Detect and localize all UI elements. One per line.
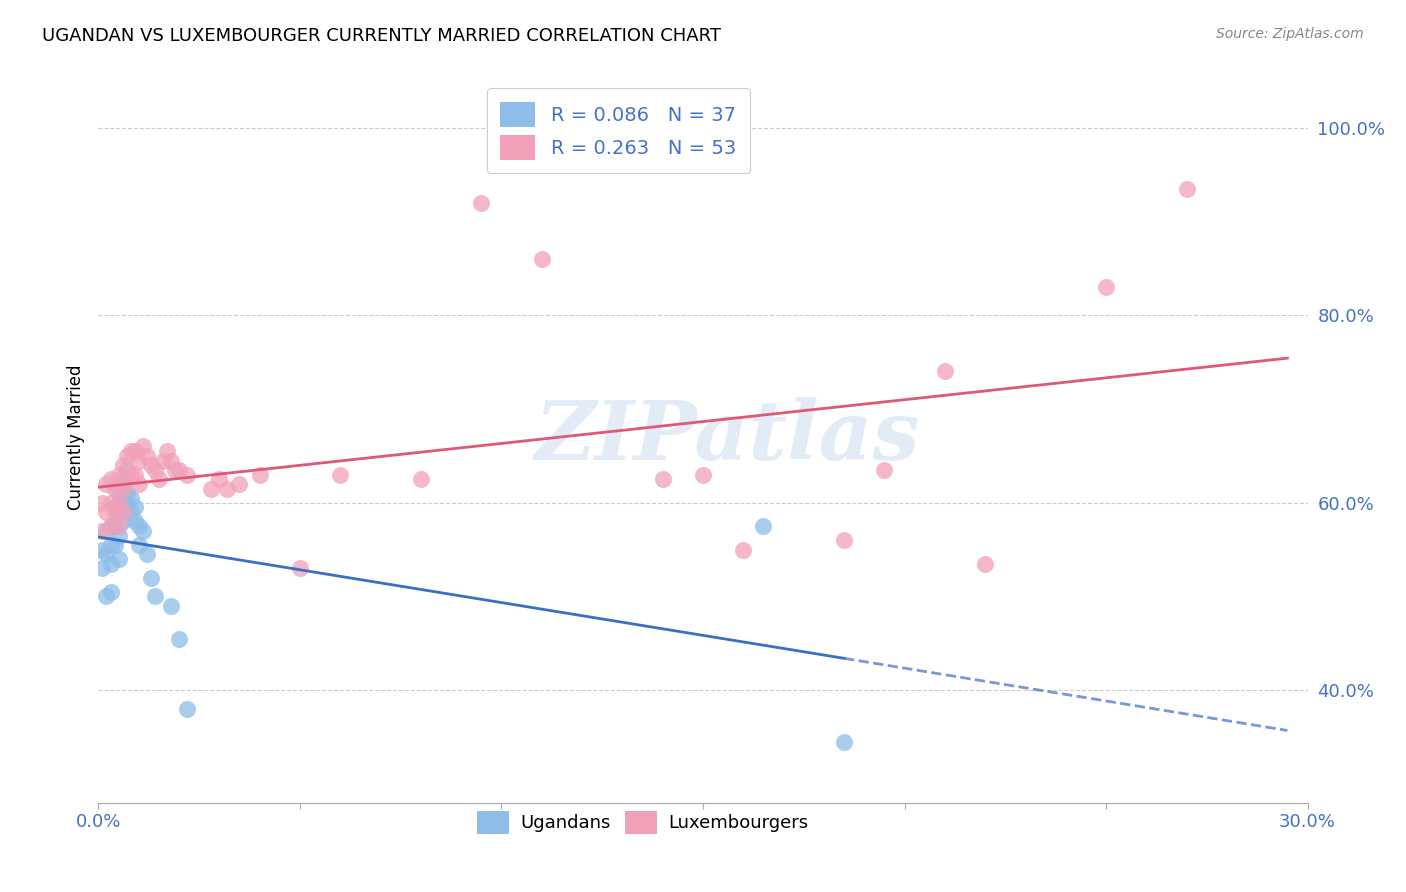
Point — [103, 519, 125, 533]
Point — [111, 472, 134, 486]
Point — [96, 547, 118, 561]
Point — [156, 444, 179, 458]
Point — [107, 486, 129, 500]
Point — [96, 590, 118, 604]
Point — [107, 505, 129, 519]
Point — [651, 472, 673, 486]
Point — [160, 599, 183, 613]
Point — [107, 496, 129, 510]
Point — [1095, 280, 1118, 294]
Point — [974, 557, 997, 571]
Y-axis label: Currently Married: Currently Married — [66, 364, 84, 510]
Point — [832, 735, 855, 749]
Point — [100, 496, 122, 510]
Point — [176, 702, 198, 716]
Point — [228, 477, 250, 491]
Point — [530, 252, 553, 266]
Point — [120, 505, 142, 519]
Point — [288, 561, 311, 575]
Point — [111, 491, 134, 505]
Point — [111, 458, 134, 473]
Point — [96, 477, 118, 491]
Point — [124, 515, 146, 529]
Point — [135, 449, 157, 463]
Point — [107, 467, 129, 482]
Point — [91, 496, 114, 510]
Text: UGANDAN VS LUXEMBOURGER CURRENTLY MARRIED CORRELATION CHART: UGANDAN VS LUXEMBOURGER CURRENTLY MARRIE… — [42, 27, 721, 45]
Point — [96, 505, 118, 519]
Point — [100, 519, 122, 533]
Point — [115, 449, 138, 463]
Point — [143, 463, 166, 477]
Point — [128, 519, 150, 533]
Point — [139, 458, 162, 473]
Point — [132, 524, 155, 538]
Legend: Ugandans, Luxembourgers: Ugandans, Luxembourgers — [465, 800, 820, 845]
Text: ZIPatlas: ZIPatlas — [534, 397, 920, 477]
Point — [163, 463, 186, 477]
Point — [208, 472, 231, 486]
Point — [167, 632, 190, 646]
Point — [124, 500, 146, 515]
Point — [128, 538, 150, 552]
Point — [107, 519, 129, 533]
Point — [160, 453, 183, 467]
Point — [111, 482, 134, 496]
Point — [167, 463, 190, 477]
Point — [934, 364, 956, 378]
Point — [152, 453, 174, 467]
Point — [249, 467, 271, 482]
Point — [200, 482, 222, 496]
Point — [115, 500, 138, 515]
Point — [91, 524, 114, 538]
Point — [120, 467, 142, 482]
Point — [91, 561, 114, 575]
Point — [470, 195, 492, 210]
Point — [176, 467, 198, 482]
Point — [120, 444, 142, 458]
Point — [409, 472, 432, 486]
Point — [103, 482, 125, 496]
Point — [139, 571, 162, 585]
Point — [100, 472, 122, 486]
Point — [100, 557, 122, 571]
Point — [107, 528, 129, 542]
Point — [128, 453, 150, 467]
Point — [115, 472, 138, 486]
Point — [124, 444, 146, 458]
Point — [103, 505, 125, 519]
Point — [124, 467, 146, 482]
Point — [873, 463, 896, 477]
Point — [832, 533, 855, 548]
Point — [100, 519, 122, 533]
Point — [329, 467, 352, 482]
Point — [143, 590, 166, 604]
Point — [111, 515, 134, 529]
Point — [115, 463, 138, 477]
Point — [135, 547, 157, 561]
Point — [91, 542, 114, 557]
Point — [692, 467, 714, 482]
Point — [128, 477, 150, 491]
Point — [115, 486, 138, 500]
Point — [217, 482, 239, 496]
Point — [733, 542, 755, 557]
Point — [107, 552, 129, 566]
Point — [120, 491, 142, 505]
Point — [132, 440, 155, 454]
Point — [96, 524, 118, 538]
Point — [148, 472, 170, 486]
Point — [1175, 181, 1198, 195]
Text: Source: ZipAtlas.com: Source: ZipAtlas.com — [1216, 27, 1364, 41]
Point — [103, 500, 125, 515]
Point — [100, 538, 122, 552]
Point — [111, 505, 134, 519]
Point — [100, 584, 122, 599]
Point — [752, 519, 775, 533]
Point — [103, 538, 125, 552]
